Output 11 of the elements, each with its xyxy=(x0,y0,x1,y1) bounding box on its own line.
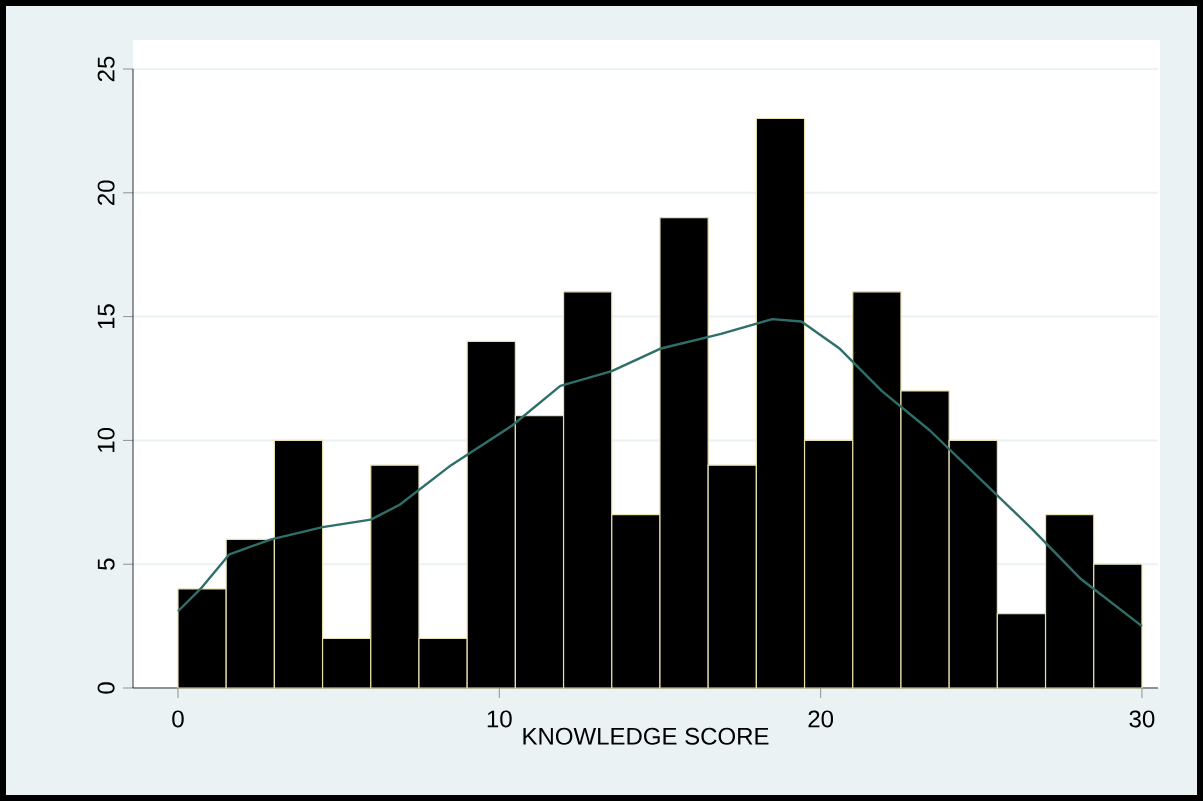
x-tick-label: 10 xyxy=(487,710,512,728)
y-tick-label: 25 xyxy=(97,56,115,82)
x-tick-label: 30 xyxy=(1129,710,1155,728)
y-tick-label: 0 xyxy=(97,682,115,694)
y-tick-label: 20 xyxy=(97,180,115,205)
y-tick-label: 5 xyxy=(97,558,115,570)
y-tick-label: 10 xyxy=(97,428,115,452)
x-tick-label: 0 xyxy=(172,710,184,728)
y-tick-label: 15 xyxy=(97,304,115,329)
x-tick-label: 20 xyxy=(808,710,834,728)
x-axis-title: KNOWLEDGE SCORE xyxy=(523,727,769,745)
